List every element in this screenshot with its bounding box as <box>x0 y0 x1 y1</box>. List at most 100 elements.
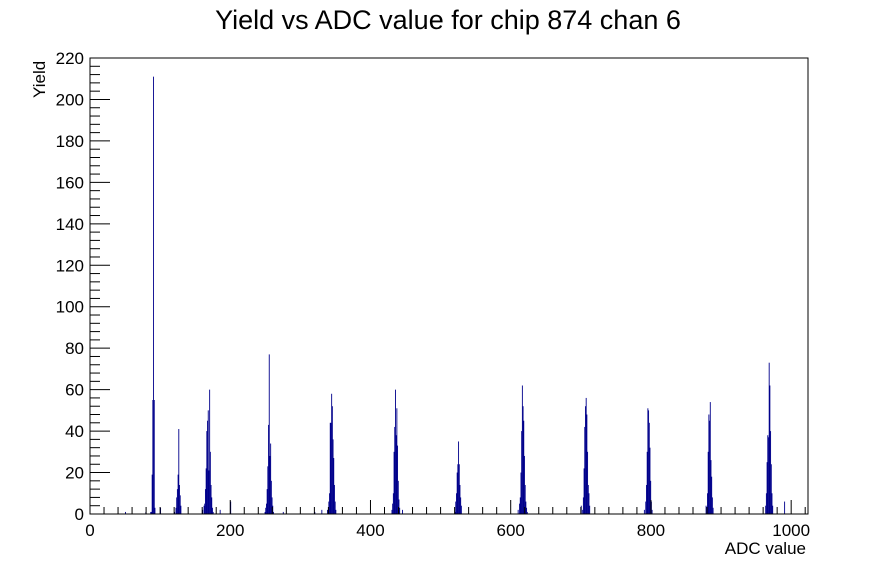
histogram-bin <box>395 389 396 514</box>
histogram-bin <box>460 505 462 514</box>
histogram-bin <box>519 497 521 514</box>
histogram-bin <box>455 501 457 514</box>
histogram-bin <box>709 402 711 514</box>
chart-title: Yield vs ADC value for chip 874 chan 6 <box>215 5 681 35</box>
histogram-bin <box>391 509 393 514</box>
histogram-bin <box>334 501 336 514</box>
histogram-bin <box>267 466 269 514</box>
histogram-bin <box>765 505 767 514</box>
y-tick-label: 140 <box>56 215 84 234</box>
histogram-bin <box>768 362 770 514</box>
histogram-bin <box>329 422 331 514</box>
histogram-bin <box>521 431 523 514</box>
histogram-bin <box>219 509 221 514</box>
histogram-bin <box>650 480 652 514</box>
histogram-bin <box>153 76 155 515</box>
x-axis-label: ADC value <box>725 539 806 558</box>
histogram-bin <box>207 420 208 514</box>
histogram-bin <box>330 422 332 514</box>
histogram-bin <box>269 455 271 514</box>
histogram-bin <box>209 389 211 514</box>
histogram-bin <box>712 507 714 514</box>
histogram-bin <box>265 507 267 514</box>
histogram-bin <box>524 484 526 514</box>
histogram-bin <box>331 393 333 514</box>
histogram-bin <box>321 509 323 514</box>
y-axis-label: Yield <box>30 61 49 98</box>
x-tick-label: 800 <box>637 521 665 540</box>
histogram-bin <box>175 507 177 514</box>
histogram-bin <box>646 484 647 514</box>
y-tick-label: 40 <box>65 422 84 441</box>
histogram-bin <box>212 507 213 514</box>
histogram-bin <box>273 511 274 514</box>
histogram-bin <box>398 499 400 514</box>
histogram-bin <box>520 472 522 514</box>
y-tick-label: 100 <box>56 298 84 317</box>
x-tick-label: 1000 <box>772 521 810 540</box>
histogram-bin <box>770 464 772 514</box>
x-tick-label: 200 <box>216 521 244 540</box>
histogram-bin <box>586 414 588 514</box>
histogram-bin <box>646 451 648 514</box>
histogram-bin <box>271 497 273 514</box>
histogram-bin <box>392 493 394 514</box>
histogram-bin <box>648 422 650 514</box>
histogram-bin <box>331 406 333 514</box>
histogram-bin <box>326 509 328 514</box>
histogram-bin <box>334 484 335 514</box>
histogram-bin <box>208 470 210 514</box>
histogram-bin <box>458 464 460 514</box>
x-tick-label: 400 <box>356 521 384 540</box>
histogram-bin <box>645 501 647 514</box>
histogram-bin <box>767 435 769 514</box>
plot-frame <box>89 57 809 515</box>
histogram-bin <box>335 509 337 514</box>
histogram-bin <box>456 493 457 514</box>
histogram-bin <box>711 476 713 514</box>
histogram-bin <box>643 509 645 514</box>
histogram-bin <box>705 505 707 514</box>
histogram-bin <box>210 484 212 514</box>
y-tick-label: 120 <box>56 256 84 275</box>
histogram-bin <box>523 420 525 514</box>
y-tick-label: 160 <box>56 173 84 192</box>
x-tick-label: 0 <box>85 521 94 540</box>
histogram-bin <box>526 507 528 514</box>
histogram-bin <box>268 354 270 514</box>
histogram-bin <box>522 406 524 514</box>
histogram-bin <box>525 501 527 514</box>
histogram-bin <box>151 474 153 514</box>
x-tick-label: 600 <box>497 521 525 540</box>
histogram-bin <box>332 439 334 514</box>
histogram-bin <box>583 468 585 514</box>
histogram-bin <box>460 497 462 514</box>
histogram-bin <box>205 468 207 514</box>
histogram-bin <box>585 406 586 514</box>
histogram-bin <box>707 493 708 514</box>
histogram-bin <box>707 451 709 514</box>
histogram-bin <box>587 451 589 514</box>
y-tick-label: 80 <box>65 339 84 358</box>
histogram-bin <box>176 497 178 514</box>
histogram-bin <box>647 408 649 514</box>
x-axis: 0 200 400 600 800 1000 <box>85 500 810 540</box>
histogram-bin <box>392 503 394 514</box>
y-tick-label: 220 <box>56 49 84 68</box>
histogram-bin <box>394 426 396 514</box>
histogram-bin <box>333 458 335 514</box>
histogram-bin <box>179 484 180 514</box>
histogram-bin <box>397 445 399 514</box>
histogram-bin <box>211 497 213 514</box>
histogram-bin <box>649 447 651 514</box>
histogram-bin <box>526 511 528 514</box>
histogram-bin <box>266 489 268 514</box>
histogram-bin <box>176 489 178 514</box>
histogram-bin <box>395 435 397 514</box>
histogram-bin <box>582 497 584 514</box>
histogram-bin <box>397 480 399 514</box>
histogram-bin <box>708 414 710 514</box>
histogram-bin <box>521 385 523 514</box>
histogram-bin <box>329 493 330 514</box>
histogram-bin <box>765 493 767 514</box>
